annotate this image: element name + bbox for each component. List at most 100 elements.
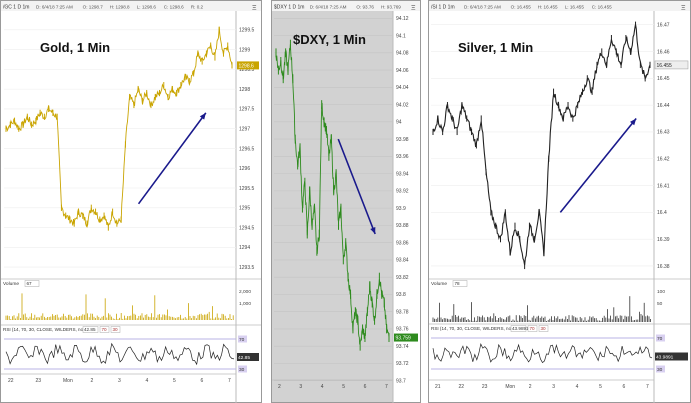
dxy-price-line	[275, 43, 390, 345]
gold-trend-arrow	[137, 112, 207, 205]
silver-rsi-tick: 30	[657, 367, 663, 373]
silver-x-tick-label: 5	[599, 384, 602, 390]
silver-rsi-level: 30	[541, 326, 547, 331]
dxy-x-tick-label: 2	[278, 384, 281, 390]
dxy-y-tick-label: 94.1	[396, 33, 406, 39]
gold-header-info: O: 1298.7	[83, 5, 104, 10]
gold-price-line	[5, 26, 233, 228]
silver-header-info: D: 6/4/18 7:25 AM	[464, 5, 501, 10]
silver-y-tick-label: 16.45	[657, 76, 670, 82]
dxy-chart-title: $DXY, 1 Min	[293, 32, 366, 47]
gold-y-tick-label: 1298	[239, 87, 250, 93]
dxy-y-tick-label: 93.88	[396, 223, 409, 229]
silver-header-info: H: 16.455	[538, 5, 558, 10]
silver-rsi-tag-label: 43.9891	[656, 355, 674, 361]
dxy-header-info: O: 93.76	[356, 5, 374, 10]
gold-y-tick-label: 1296.5	[239, 146, 255, 152]
silver-volume-value: 78	[455, 281, 461, 286]
silver-rsi-tag	[655, 352, 688, 361]
silver-volume-value-box	[452, 280, 468, 287]
silver-x-tick-label: Mon	[505, 384, 515, 390]
silver-x-tick-label: 2	[529, 384, 532, 390]
silver-y-tick-label: 16.38	[657, 264, 670, 270]
dxy-y-tick-label: 93.96	[396, 154, 409, 160]
gold-x-tick-label: 22	[8, 378, 14, 384]
silver-rsi-level-box	[538, 325, 549, 332]
gold-panel: /GC 1 D 1m D: 6/4/18 7:25 AM O: 1298.7 H: 1…	[0, 0, 262, 403]
gold-volume-label: Volume	[3, 281, 19, 287]
gold-volume-value: 67	[27, 281, 33, 286]
silver-price-tag	[654, 60, 689, 70]
gold-rsi-tick-box	[238, 335, 247, 343]
dxy-x-tick-label: 4	[321, 384, 324, 390]
gold-price-tag-label: 1298.6	[239, 63, 255, 69]
silver-y-tick-label: 16.46	[657, 49, 670, 55]
dxy-y-tick-label: 93.9	[396, 206, 406, 212]
gold-rsi-tag-label: 42.85	[238, 355, 250, 361]
dxy-y-tick-label: 93.7	[396, 378, 406, 384]
silver-y-tick-label: 16.44	[657, 103, 670, 109]
dxy-x-tick-label: 6	[364, 384, 367, 390]
gold-rsi-value: 42.85	[84, 327, 96, 332]
silver-panel-frame	[428, 0, 691, 403]
silver-y-tick-label: 16.42	[657, 157, 670, 163]
silver-header-info: L: 16.455	[565, 5, 585, 10]
gold-header-info: R: 0.2	[191, 5, 204, 10]
silver-x-tick-label: 6	[623, 384, 626, 390]
silver-chart: /SI 1 D 1m D: 6/4/18 7:25 AM O: 16.455 H: 1…	[428, 0, 691, 403]
silver-rsi-line	[432, 343, 653, 364]
silver-y-tick-label: 16.41	[657, 183, 670, 189]
dxy-y-tick-label: 93.98	[396, 137, 409, 143]
dxy-y-tick-label: 94.02	[396, 102, 409, 108]
silver-x-tick-label: 21	[435, 384, 441, 390]
silver-x-tick-label: 4	[576, 384, 579, 390]
gold-header-info: C: 1298.6	[164, 5, 184, 10]
dxy-y-tick-label: 93.86	[396, 240, 409, 246]
gold-y-tick-label: 1294	[239, 245, 250, 251]
dxy-price-tag-label: 93.759	[396, 336, 412, 342]
dxy-y-tick-label: 94	[396, 120, 402, 126]
gold-rsi-level: 30	[113, 327, 119, 332]
silver-rsi-value-box	[510, 325, 527, 332]
gold-volume-tick: 1,000	[239, 301, 251, 307]
dxy-y-tick-label: 93.78	[396, 309, 409, 315]
gold-x-tick-label: 4	[146, 378, 149, 384]
gold-x-tick-label: 7	[228, 378, 231, 384]
silver-x-tick-label: 22	[458, 384, 464, 390]
gold-y-tick-label: 1295.5	[239, 186, 255, 192]
gold-rsi-value-box	[82, 326, 99, 333]
gold-volume-value-box	[24, 280, 40, 287]
gold-y-tick-label: 1295	[239, 206, 250, 212]
gold-header-info: D: 6/4/18 7:25 AM	[36, 5, 73, 10]
gold-rsi-line	[5, 342, 235, 366]
dxy-plot-background	[271, 10, 393, 403]
silver-price-line	[432, 24, 651, 266]
dxy-header-symbol: $DXY 1 D 1m	[274, 5, 304, 11]
gold-header-bar	[1, 1, 261, 11]
silver-chart-title: Silver, 1 Min	[458, 40, 533, 55]
silver-trend-arrow-head	[629, 118, 637, 126]
silver-header-bar	[429, 1, 690, 11]
gold-rsi-tag	[237, 353, 259, 361]
gold-x-tick-label: 5	[173, 378, 176, 384]
gold-y-tick-label: 1298.5	[239, 67, 255, 73]
gold-x-tick-label: 23	[36, 378, 42, 384]
silver-y-tick-label: 16.4	[657, 210, 667, 216]
dxy-header-bar	[272, 1, 420, 11]
gold-x-tick-label: Mon	[63, 378, 73, 384]
silver-rsi-tick-box	[656, 365, 665, 373]
dxy-x-tick-label: 5	[342, 384, 345, 390]
silver-y-tick-label: 16.43	[657, 130, 670, 136]
gold-rsi-level-box	[99, 326, 110, 333]
silver-volume-tick: 100	[657, 289, 665, 295]
silver-panel: /SI 1 D 1m D: 6/4/18 7:25 AM O: 16.455 H: 1…	[428, 0, 691, 403]
dxy-x-tick-label: 3	[299, 384, 302, 390]
dxy-trend-arrow-head	[370, 227, 376, 235]
silver-trend-arrow	[559, 118, 637, 213]
gold-volume-tick: 2,000	[239, 289, 251, 295]
dxy-y-tick-label: 93.92	[396, 189, 409, 195]
gold-y-tick-label: 1297.5	[239, 107, 255, 113]
silver-rsi-level-box	[527, 325, 538, 332]
dxy-x-tick-label: 7	[385, 384, 388, 390]
gold-y-tick-label: 1294.5	[239, 225, 255, 231]
